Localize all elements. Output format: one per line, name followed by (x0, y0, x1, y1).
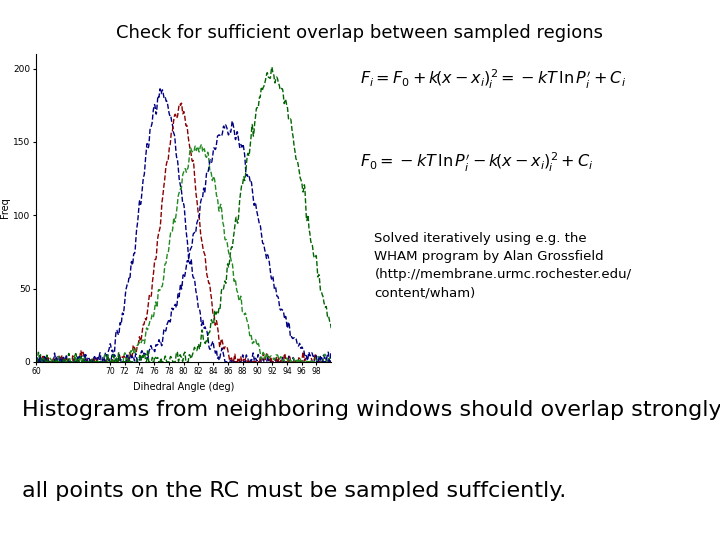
X-axis label: Dihedral Angle (deg): Dihedral Angle (deg) (133, 382, 234, 392)
Text: Solved iteratively using e.g. the
WHAM program by Alan Grossfield
(http://membra: Solved iteratively using e.g. the WHAM p… (374, 232, 631, 299)
Y-axis label: Freq: Freq (1, 198, 10, 218)
Text: $F_0 = -kT\,\ln P_i^\prime - k\!\left(x - x_i\right)_{\!i}^{2} + C_i$: $F_0 = -kT\,\ln P_i^\prime - k\!\left(x … (360, 151, 594, 174)
Text: Histograms from neighboring windows should overlap strongly,: Histograms from neighboring windows shou… (22, 400, 720, 420)
Text: Check for sufficient overlap between sampled regions: Check for sufficient overlap between sam… (117, 24, 603, 42)
Text: $F_i = F_0 + k\!\left(x - x_i\right)_{\!i}^{2} = -kT\,\ln P_i^\prime + C_i$: $F_i = F_0 + k\!\left(x - x_i\right)_{\!… (360, 68, 626, 91)
Text: all points on the RC must be sampled suffciently.: all points on the RC must be sampled suf… (22, 481, 566, 501)
